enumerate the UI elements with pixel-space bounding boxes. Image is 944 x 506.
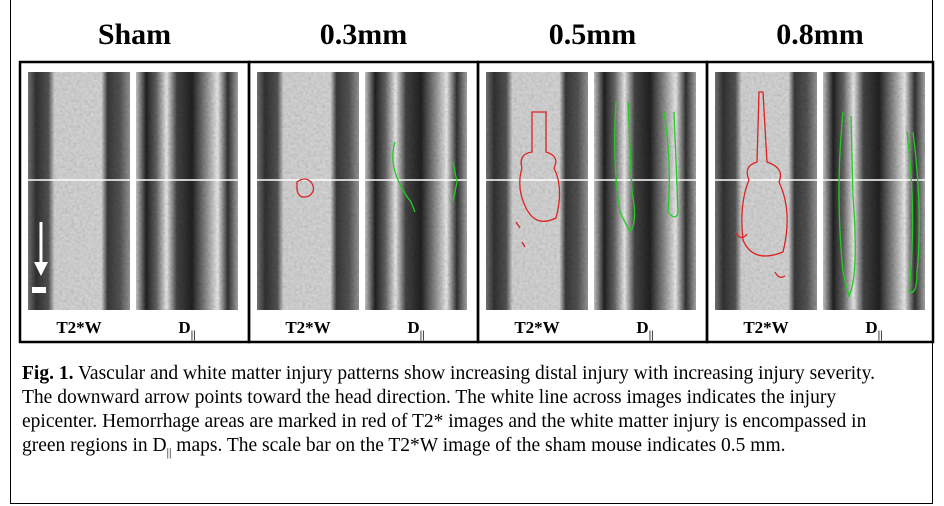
hemorrhage-contour: [515, 221, 526, 248]
image-label: D||: [178, 318, 195, 341]
label-sub: ||: [191, 329, 196, 341]
caption-label: Fig. 1.: [22, 363, 74, 384]
mri-image: [594, 72, 696, 310]
hemorrhage-contour: [734, 231, 786, 278]
caption-text: maps. The scale bar on the T2*W image of…: [171, 435, 786, 456]
scale-bar: [32, 287, 46, 293]
panel-title: 0.3mm: [320, 18, 407, 51]
mri-image: [365, 72, 467, 310]
mri-image: [823, 72, 925, 310]
head-arrow-tip: [34, 262, 48, 276]
hemorrhage-contour: [519, 111, 561, 222]
label-main: D: [636, 318, 648, 337]
hemorrhage-contour: [741, 91, 788, 257]
image-label: T2*W: [514, 318, 559, 337]
image-label: T2*W: [743, 318, 788, 337]
label-main: D: [407, 318, 419, 337]
image-label: D||: [636, 318, 653, 341]
hemorrhage-contour: [296, 178, 315, 198]
caption: Fig. 1. Vascular and white matter injury…: [22, 362, 902, 464]
caption-subscript: ||: [166, 444, 172, 459]
image-label: D||: [865, 318, 882, 341]
mri-image: [136, 72, 238, 310]
label-main: D: [865, 318, 877, 337]
mri-image: [28, 72, 130, 310]
mri-image: [486, 72, 588, 310]
label-sub: ||: [649, 329, 654, 341]
mri-image: [715, 72, 817, 310]
mri-image: [257, 72, 359, 310]
image-label: T2*W: [285, 318, 330, 337]
caption-text: Vascular and white matter injury pattern…: [22, 363, 875, 456]
injury-contour: [614, 101, 679, 234]
injury-contour: [838, 111, 920, 298]
panel-box: [705, 60, 935, 344]
injury-contour: [392, 141, 458, 213]
panel-title: 0.5mm: [549, 18, 636, 51]
panel-title: Sham: [98, 18, 171, 51]
label-main: D: [178, 318, 190, 337]
label-sub: ||: [420, 329, 425, 341]
panel-title: 0.8mm: [776, 18, 863, 51]
image-label: D||: [407, 318, 424, 341]
image-label: T2*W: [56, 318, 101, 337]
label-sub: ||: [878, 329, 883, 341]
